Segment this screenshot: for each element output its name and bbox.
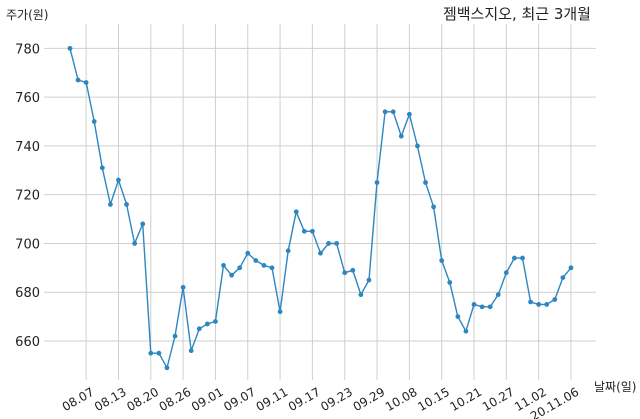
x-tick-label: 10.15 bbox=[415, 385, 452, 414]
data-point bbox=[99, 165, 105, 171]
data-point bbox=[382, 109, 388, 115]
data-point bbox=[204, 321, 210, 327]
x-tick-label: 09.23 bbox=[318, 385, 355, 414]
data-point bbox=[188, 348, 194, 354]
data-point bbox=[334, 241, 340, 246]
x-tick-label: 10.27 bbox=[480, 385, 517, 414]
data-point bbox=[221, 262, 226, 268]
data-point bbox=[237, 265, 243, 271]
data-point bbox=[310, 228, 315, 234]
data-point bbox=[253, 258, 259, 263]
data-point bbox=[487, 304, 493, 310]
data-point bbox=[447, 280, 453, 285]
data-point bbox=[293, 209, 299, 215]
series bbox=[67, 45, 574, 371]
x-tick-label: 10.21 bbox=[448, 385, 485, 414]
data-point bbox=[568, 265, 574, 271]
data-point bbox=[67, 45, 73, 51]
data-point bbox=[196, 326, 202, 332]
y-tick-label: 720 bbox=[15, 189, 40, 204]
data-point bbox=[172, 333, 178, 339]
data-point bbox=[552, 297, 558, 302]
data-point bbox=[374, 180, 380, 185]
data-point bbox=[423, 180, 428, 185]
data-point bbox=[390, 109, 396, 115]
data-point bbox=[512, 255, 517, 261]
data-point bbox=[285, 248, 291, 254]
data-point bbox=[301, 228, 307, 234]
x-tick-label: 09.11 bbox=[254, 385, 291, 414]
data-point bbox=[431, 204, 436, 210]
grid bbox=[44, 24, 596, 380]
data-point bbox=[108, 202, 113, 207]
data-point bbox=[463, 328, 469, 334]
x-tick-label: 10.08 bbox=[383, 385, 420, 414]
data-point bbox=[398, 133, 404, 139]
x-tick-label: 09.17 bbox=[286, 385, 323, 414]
x-tick-label: 09.01 bbox=[189, 385, 226, 414]
x-tick-label: 09.29 bbox=[351, 385, 388, 414]
y-tick-label: 780 bbox=[15, 42, 40, 57]
data-point bbox=[180, 284, 186, 290]
data-point bbox=[520, 255, 525, 261]
y-tick-label: 760 bbox=[15, 91, 40, 106]
data-point bbox=[132, 241, 138, 246]
y-tick-label: 700 bbox=[15, 237, 40, 252]
data-point bbox=[164, 365, 170, 371]
data-point bbox=[140, 221, 146, 227]
data-point bbox=[358, 292, 364, 298]
data-point bbox=[350, 267, 356, 273]
data-point bbox=[536, 302, 542, 307]
y-axis-ticks: 660 680 700 720 740 760 780 bbox=[15, 42, 40, 350]
x-tick-label: 08.13 bbox=[92, 385, 129, 414]
data-point bbox=[318, 250, 323, 256]
series-line bbox=[69, 48, 572, 370]
data-point bbox=[269, 265, 275, 271]
y-tick-label: 740 bbox=[15, 140, 40, 155]
x-tick-label: 08.07 bbox=[60, 385, 97, 414]
data-point bbox=[156, 350, 162, 356]
y-tick-label: 660 bbox=[15, 335, 40, 350]
data-point bbox=[277, 309, 283, 315]
data-point bbox=[326, 241, 331, 246]
y-axis-label: 주가(원) bbox=[6, 8, 48, 22]
data-point bbox=[213, 319, 218, 324]
x-tick-label: 08.20 bbox=[124, 385, 161, 414]
data-point bbox=[261, 262, 267, 268]
data-point bbox=[124, 202, 129, 207]
data-point bbox=[91, 119, 97, 124]
data-point bbox=[528, 299, 533, 305]
data-point bbox=[342, 270, 348, 276]
data-point bbox=[148, 350, 154, 356]
data-point bbox=[479, 304, 485, 310]
data-point bbox=[415, 143, 420, 149]
chart-title: 젬백스지오, 최근 3개월 bbox=[443, 5, 591, 23]
data-point bbox=[544, 302, 550, 307]
data-point bbox=[503, 270, 509, 276]
x-axis-ticks: 08.0708.1308.2008.2609.0109.0709.1109.17… bbox=[60, 385, 582, 419]
x-tick-label: 09.07 bbox=[221, 385, 258, 414]
data-point bbox=[83, 80, 89, 85]
x-axis-label: 날짜(일) bbox=[594, 380, 636, 394]
data-point bbox=[439, 258, 445, 263]
data-point bbox=[495, 292, 501, 298]
data-point bbox=[366, 277, 372, 283]
data-point bbox=[75, 77, 81, 83]
data-point bbox=[455, 314, 461, 320]
data-point bbox=[406, 111, 412, 117]
data-point bbox=[229, 272, 235, 278]
data-point bbox=[116, 177, 121, 183]
data-point bbox=[471, 302, 477, 307]
x-tick-label: 08.26 bbox=[157, 385, 194, 414]
data-point bbox=[560, 275, 566, 280]
data-point bbox=[245, 250, 251, 256]
y-tick-label: 680 bbox=[15, 286, 40, 301]
